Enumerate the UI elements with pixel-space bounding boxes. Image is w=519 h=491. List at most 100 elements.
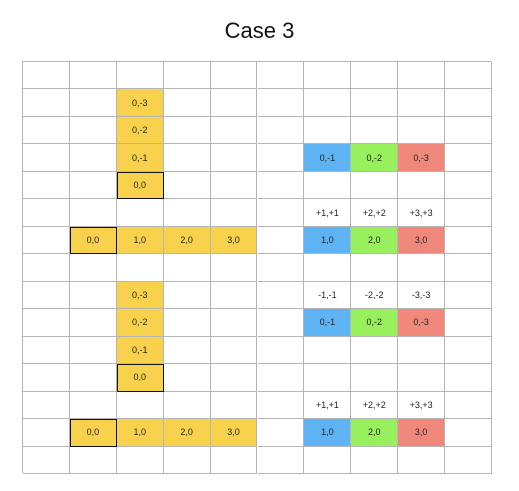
- coordinate-cell-yellow: 2,0: [163, 419, 211, 447]
- grid-cell: [23, 116, 70, 145]
- grid-cell: [210, 309, 258, 337]
- grid-cell: [116, 199, 164, 227]
- grid-cell: [257, 199, 305, 227]
- grid-cell: [69, 391, 117, 420]
- grid-cell: [163, 364, 211, 392]
- grid-cell: [351, 89, 399, 117]
- grid-cell: [163, 391, 211, 420]
- grid-cell: [210, 171, 258, 200]
- coordinate-cell-blue: 1,0: [304, 419, 352, 447]
- grid-cell: [23, 89, 70, 117]
- grid-cell: [257, 226, 305, 255]
- grid-cell: [351, 254, 399, 282]
- grid-cell: [445, 309, 492, 337]
- grid-cell: [23, 62, 70, 90]
- grid-cell: [445, 199, 492, 227]
- offset-label: +3,+3: [398, 391, 446, 420]
- grid-cell: [69, 171, 117, 200]
- grid-cell: [445, 391, 492, 420]
- grid-cell: [210, 144, 258, 172]
- grid-cell: [23, 391, 70, 420]
- grid-cell: [163, 446, 211, 474]
- grid-cell: [69, 89, 117, 117]
- grid-cell: [398, 62, 446, 90]
- grid-cell: [23, 226, 70, 255]
- grid-cell: [257, 116, 305, 145]
- grid-cell: [23, 199, 70, 227]
- grid-cell: [445, 281, 492, 310]
- grid-cell: [304, 62, 352, 90]
- grid-cell: [445, 336, 492, 365]
- grid-cell: [210, 62, 258, 90]
- grid-cell: [304, 364, 352, 392]
- grid-cell: [257, 281, 305, 310]
- grid-cell: [257, 89, 305, 117]
- coordinate-cell-red: 3,0: [398, 419, 446, 447]
- grid-cell: [23, 364, 70, 392]
- coordinate-cell-yellow: 0,-3: [116, 89, 164, 117]
- offset-label: +1,+1: [304, 199, 352, 227]
- offset-label: +3,+3: [398, 199, 446, 227]
- coordinate-cell-red: 0,-3: [398, 309, 446, 337]
- grid-cell: [116, 254, 164, 282]
- grid-cell: [351, 171, 399, 200]
- grid-cell: [23, 281, 70, 310]
- coordinate-cell-yellow: 0,-1: [116, 144, 164, 172]
- coordinate-cell-yellow: 3,0: [210, 226, 258, 255]
- coordinate-cell-yellow: 0,0: [69, 419, 117, 447]
- grid-cell: [163, 281, 211, 310]
- offset-label: +2,+2: [351, 391, 399, 420]
- grid-cell: [445, 62, 492, 90]
- grid-cell: [210, 391, 258, 420]
- grid-cell: [445, 446, 492, 474]
- grid-cell: [163, 116, 211, 145]
- grid-cell: [445, 254, 492, 282]
- grid-cell: [351, 364, 399, 392]
- grid-cell: [398, 336, 446, 365]
- grid-cell: [351, 446, 399, 474]
- grid-cell: [304, 116, 352, 145]
- grid-cell: [69, 144, 117, 172]
- diagram-title: Case 3: [224, 18, 295, 43]
- grid-cell: [23, 254, 70, 282]
- grid-cell: [398, 254, 446, 282]
- grid-cell: [210, 254, 258, 282]
- coordinate-grid: 0,-3 0,-2 0,-1 0,-1 0,-2 0,-3 0,0 +1,+1 +2,+2 +3,…: [22, 61, 492, 474]
- grid-cell: [116, 391, 164, 420]
- coordinate-cell-red: 3,0: [398, 226, 446, 255]
- grid-cell: [257, 364, 305, 392]
- grid-cell: [257, 62, 305, 90]
- coordinate-cell-blue: 0,-1: [304, 144, 352, 172]
- coordinate-cell-red: 0,-3: [398, 144, 446, 172]
- coordinate-cell-green: 0,-2: [351, 309, 399, 337]
- grid-cell: [116, 446, 164, 474]
- grid-cell: [398, 364, 446, 392]
- grid-cell: [23, 309, 70, 337]
- grid-cell: [163, 199, 211, 227]
- grid-cell: [210, 199, 258, 227]
- grid-cell: [23, 336, 70, 365]
- grid-cell: [445, 226, 492, 255]
- grid-cell: [304, 336, 352, 365]
- grid-cell: [69, 116, 117, 145]
- grid-cell: [210, 116, 258, 145]
- grid-cell: [23, 419, 70, 447]
- grid-cell: [257, 144, 305, 172]
- coordinate-cell-yellow: 0,0: [116, 171, 164, 200]
- grid-cell: [257, 309, 305, 337]
- grid-cell: [163, 144, 211, 172]
- grid-cell: [210, 364, 258, 392]
- offset-label: +2,+2: [351, 199, 399, 227]
- coordinate-cell-green: 2,0: [351, 226, 399, 255]
- offset-label: +1,+1: [304, 391, 352, 420]
- offset-label: -3,-3: [398, 281, 446, 310]
- grid-cell: [257, 446, 305, 474]
- grid-cell: [445, 364, 492, 392]
- grid-cell: [351, 116, 399, 145]
- grid-cell: [398, 116, 446, 145]
- coordinate-cell-yellow: 0,-2: [116, 309, 164, 337]
- grid-cell: [23, 144, 70, 172]
- coordinate-cell-yellow: 0,-1: [116, 336, 164, 365]
- grid-cell: [69, 446, 117, 474]
- grid-cell: [163, 336, 211, 365]
